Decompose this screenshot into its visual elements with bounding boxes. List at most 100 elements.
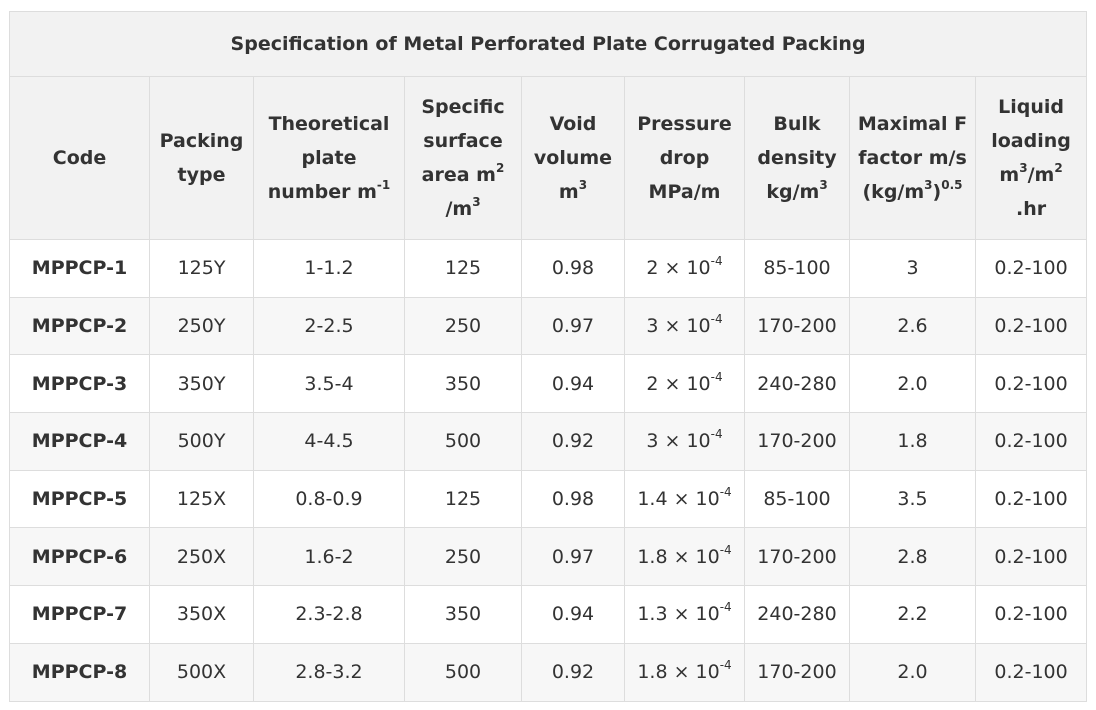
header-superscript: 3 — [1019, 161, 1028, 175]
cell-f-factor: 2.8 — [849, 527, 976, 587]
table-row: MPPCP-2 250Y 2-2.5 250 0.97 3 × 10-4 170… — [9, 296, 1088, 356]
header-superscript: -1 — [376, 178, 391, 192]
cell-f-factor: 1.8 — [849, 412, 976, 471]
cell-void: 0.97 — [521, 296, 625, 356]
header-text: ) — [932, 181, 942, 203]
header-superscript: 3 — [819, 178, 828, 192]
header-text: Specific — [421, 96, 505, 118]
pressure-base: 2 × 10 — [646, 257, 711, 280]
pressure-exponent: -4 — [719, 485, 732, 500]
header-packing-type: Packing type — [149, 76, 254, 240]
cell-liquid: 0.2-100 — [974, 469, 1088, 529]
header-text: plate — [301, 147, 357, 169]
pressure-exponent: -4 — [710, 254, 723, 269]
cell-void: 0.97 — [521, 527, 625, 587]
header-code: Code — [9, 76, 150, 240]
cell-pressure-drop: 1.3 × 10-4 — [624, 585, 745, 644]
header-text: /m — [445, 198, 473, 220]
header-theoretical-plate: Theoretical plate number m-1 — [253, 76, 405, 240]
header-maximal-f-factor: Maximal F factor m/s (kg/m3)0.5 — [849, 76, 976, 240]
spec-table-container: Specification of Metal Perforated Plate … — [8, 11, 1088, 702]
cell-plate: 1.6-2 — [253, 527, 405, 587]
cell-density: 170-200 — [744, 642, 850, 702]
header-text: factor m/s — [858, 147, 967, 169]
pressure-base: 1.8 × 10 — [637, 661, 720, 684]
header-text: Pressure — [637, 113, 732, 135]
cell-f-factor: 2.0 — [849, 642, 976, 702]
cell-liquid: 0.2-100 — [974, 412, 1088, 471]
header-superscript: 3 — [924, 178, 933, 192]
cell-density: 170-200 — [744, 296, 850, 356]
header-text: /m — [1027, 164, 1055, 186]
cell-pressure-drop: 1.8 × 10-4 — [624, 527, 745, 587]
header-superscript: 2 — [495, 161, 505, 175]
cell-plate: 0.8-0.9 — [253, 469, 405, 529]
pressure-base: 2 × 10 — [646, 372, 711, 395]
cell-void: 0.92 — [521, 642, 625, 702]
cell-liquid: 0.2-100 — [974, 239, 1088, 298]
cell-void: 0.92 — [521, 412, 625, 471]
header-text: surface — [423, 130, 503, 152]
cell-type: 350Y — [149, 354, 254, 414]
cell-density: 240-280 — [744, 585, 850, 644]
header-text: Maximal F — [857, 113, 968, 135]
pressure-exponent: -4 — [719, 542, 732, 557]
cell-f-factor: 2.6 — [849, 296, 976, 356]
pressure-base: 1.3 × 10 — [637, 603, 720, 626]
header-pressure-drop: Pressure drop MPa/m — [624, 76, 745, 240]
cell-plate: 2-2.5 — [253, 296, 405, 356]
header-superscript: 2 — [1054, 161, 1063, 175]
table-title: Specification of Metal Perforated Plate … — [8, 11, 1088, 77]
header-text: Liquid — [998, 96, 1064, 118]
header-row: Code Packing type Theoretical plate numb… — [9, 76, 1088, 240]
pressure-exponent: -4 — [719, 600, 732, 615]
header-bulk-density: Bulk density kg/m3 — [744, 76, 850, 240]
header-void-volume: Void volume m3 — [521, 76, 625, 240]
cell-liquid: 0.2-100 — [974, 527, 1088, 587]
cell-area: 250 — [404, 527, 522, 587]
cell-pressure-drop: 1.4 × 10-4 — [624, 469, 745, 529]
header-text: Packing — [159, 130, 244, 152]
cell-pressure-drop: 2 × 10-4 — [624, 239, 745, 298]
cell-void: 0.98 — [521, 239, 625, 298]
cell-density: 85-100 — [744, 239, 850, 298]
pressure-base: 1.8 × 10 — [637, 545, 720, 568]
cell-density: 85-100 — [744, 469, 850, 529]
cell-code: MPPCP-1 — [9, 239, 150, 298]
cell-plate: 3.5-4 — [253, 354, 405, 414]
pressure-exponent: -4 — [710, 427, 723, 442]
cell-area: 350 — [404, 354, 522, 414]
header-text: m — [999, 164, 1020, 186]
cell-f-factor: 3.5 — [849, 469, 976, 529]
header-text: (kg/m — [862, 181, 925, 203]
header-text: volume — [533, 147, 613, 169]
cell-type: 500X — [149, 642, 254, 702]
cell-f-factor: 3 — [849, 239, 976, 298]
pressure-base: 3 × 10 — [646, 430, 711, 453]
cell-void: 0.94 — [521, 354, 625, 414]
cell-type: 125X — [149, 469, 254, 529]
cell-code: MPPCP-3 — [9, 354, 150, 414]
header-text: number m — [267, 181, 377, 203]
header-superscript: 0.5 — [941, 178, 963, 192]
cell-f-factor: 2.2 — [849, 585, 976, 644]
table-row: MPPCP-7 350X 2.3-2.8 350 0.94 1.3 × 10-4… — [9, 585, 1088, 644]
pressure-base: 3 × 10 — [646, 315, 711, 338]
cell-pressure-drop: 1.8 × 10-4 — [624, 642, 745, 702]
table-row: MPPCP-6 250X 1.6-2 250 0.97 1.8 × 10-4 1… — [9, 527, 1088, 587]
table-row: MPPCP-5 125X 0.8-0.9 125 0.98 1.4 × 10-4… — [9, 469, 1088, 529]
header-liquid-loading: Liquid loading m3/m2 .hr — [974, 76, 1088, 240]
cell-code: MPPCP-5 — [9, 469, 150, 529]
cell-liquid: 0.2-100 — [974, 642, 1088, 702]
cell-area: 350 — [404, 585, 522, 644]
header-text: area m — [421, 164, 496, 186]
cell-area: 125 — [404, 469, 522, 529]
cell-plate: 2.3-2.8 — [253, 585, 405, 644]
table-row: MPPCP-3 350Y 3.5-4 350 0.94 2 × 10-4 240… — [9, 354, 1088, 414]
cell-f-factor: 2.0 — [849, 354, 976, 414]
table-row: MPPCP-8 500X 2.8-3.2 500 0.92 1.8 × 10-4… — [9, 642, 1088, 702]
header-superscript: 3 — [578, 178, 588, 192]
cell-void: 0.94 — [521, 585, 625, 644]
header-text: Bulk — [773, 113, 821, 135]
header-text: type — [177, 164, 226, 186]
